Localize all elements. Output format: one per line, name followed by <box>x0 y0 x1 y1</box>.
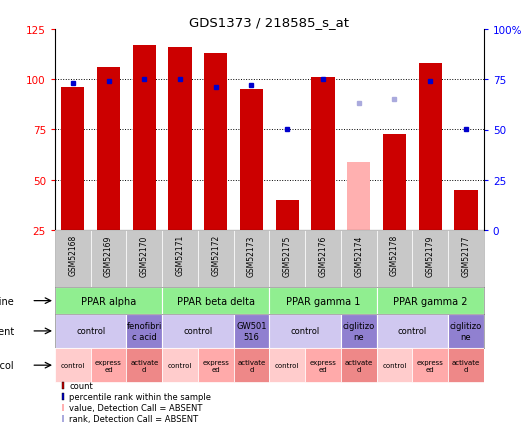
Bar <box>448 348 484 382</box>
Text: activate
d: activate d <box>452 359 480 372</box>
Text: control: control <box>183 327 212 335</box>
Bar <box>162 230 198 288</box>
Text: control: control <box>275 362 299 368</box>
Text: protocol: protocol <box>0 360 14 370</box>
Text: activate
d: activate d <box>237 359 266 372</box>
Bar <box>127 348 162 382</box>
Text: GW501
516: GW501 516 <box>236 322 267 341</box>
Bar <box>168 48 191 230</box>
Bar <box>454 190 477 230</box>
Text: GSM52174: GSM52174 <box>354 235 363 276</box>
Text: PPAR beta delta: PPAR beta delta <box>177 296 255 306</box>
Bar <box>198 348 234 382</box>
Text: GSM52178: GSM52178 <box>390 235 399 276</box>
Bar <box>162 314 234 348</box>
Title: GDS1373 / 218585_s_at: GDS1373 / 218585_s_at <box>189 16 349 29</box>
Text: GSM52179: GSM52179 <box>426 235 435 276</box>
Bar <box>377 348 412 382</box>
Bar <box>55 288 162 314</box>
Bar <box>377 230 412 288</box>
Text: express
ed: express ed <box>95 359 122 372</box>
Text: control: control <box>168 362 192 368</box>
Bar <box>62 394 64 400</box>
Text: GSM52170: GSM52170 <box>140 235 149 276</box>
Text: GSM52171: GSM52171 <box>176 235 185 276</box>
Bar <box>276 200 299 230</box>
Text: fenofibri
c acid: fenofibri c acid <box>127 322 162 341</box>
Bar <box>97 68 120 230</box>
Text: control: control <box>61 362 85 368</box>
Bar <box>377 288 484 314</box>
Bar <box>55 314 127 348</box>
Text: count: count <box>69 381 93 390</box>
Bar <box>305 230 341 288</box>
Text: GSM52177: GSM52177 <box>461 235 470 276</box>
Bar <box>162 288 269 314</box>
Bar <box>62 404 64 411</box>
Text: control: control <box>76 327 105 335</box>
Bar <box>341 230 377 288</box>
Bar <box>341 348 377 382</box>
Bar <box>448 230 484 288</box>
Text: ciglitizo
ne: ciglitizo ne <box>343 322 375 341</box>
Text: GSM52176: GSM52176 <box>319 235 327 276</box>
Bar <box>305 348 341 382</box>
Text: GSM52172: GSM52172 <box>211 235 220 276</box>
Text: PPAR alpha: PPAR alpha <box>81 296 136 306</box>
Bar <box>347 162 370 230</box>
Text: activate
d: activate d <box>130 359 158 372</box>
Bar <box>412 348 448 382</box>
Text: GSM52168: GSM52168 <box>69 235 77 276</box>
Bar <box>90 230 127 288</box>
Text: GSM52169: GSM52169 <box>104 235 113 276</box>
Text: activate
d: activate d <box>345 359 373 372</box>
Bar <box>234 314 269 348</box>
Bar <box>133 46 156 230</box>
Bar <box>62 382 64 389</box>
Text: PPAR gamma 2: PPAR gamma 2 <box>393 296 468 306</box>
Bar <box>127 230 162 288</box>
Bar <box>448 314 484 348</box>
Text: agent: agent <box>0 326 14 336</box>
Text: PPAR gamma 1: PPAR gamma 1 <box>286 296 360 306</box>
Text: ciglitizo
ne: ciglitizo ne <box>450 322 482 341</box>
Bar <box>234 348 269 382</box>
Bar <box>418 64 442 230</box>
Bar <box>269 288 377 314</box>
Text: GSM52175: GSM52175 <box>283 235 292 276</box>
Text: control: control <box>290 327 320 335</box>
Bar <box>341 314 377 348</box>
Bar <box>55 230 90 288</box>
Bar <box>240 90 263 230</box>
Text: percentile rank within the sample: percentile rank within the sample <box>69 392 211 401</box>
Bar <box>62 415 64 422</box>
Bar <box>269 348 305 382</box>
Text: control: control <box>397 327 427 335</box>
Bar <box>377 314 448 348</box>
Bar <box>90 348 127 382</box>
Bar <box>61 88 84 230</box>
Bar <box>198 230 234 288</box>
Text: value, Detection Call = ABSENT: value, Detection Call = ABSENT <box>69 403 202 412</box>
Text: express
ed: express ed <box>310 359 336 372</box>
Bar <box>55 348 90 382</box>
Text: control: control <box>382 362 406 368</box>
Text: express
ed: express ed <box>417 359 444 372</box>
Text: express
ed: express ed <box>202 359 229 372</box>
Bar <box>383 134 406 230</box>
Bar <box>162 348 198 382</box>
Bar <box>234 230 269 288</box>
Text: cell line: cell line <box>0 296 14 306</box>
Bar <box>311 78 335 230</box>
Bar <box>204 54 228 230</box>
Text: GSM52173: GSM52173 <box>247 235 256 276</box>
Bar <box>127 314 162 348</box>
Text: rank, Detection Call = ABSENT: rank, Detection Call = ABSENT <box>69 414 198 423</box>
Bar <box>412 230 448 288</box>
Bar <box>269 314 341 348</box>
Bar <box>269 230 305 288</box>
